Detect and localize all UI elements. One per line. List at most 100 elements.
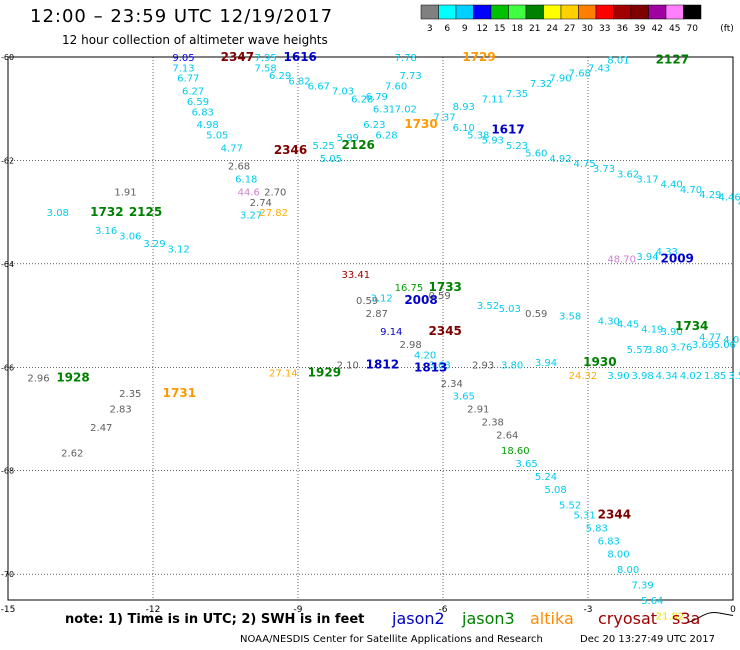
colorbar-tick: 27: [564, 24, 575, 34]
legend-jason2: jason2: [392, 609, 445, 628]
colorbar-tick: 39: [634, 24, 646, 34]
wave-height-label: 1.91: [114, 187, 136, 198]
wave-height-label: 2.38: [482, 418, 504, 429]
colorbar-tick: 36: [617, 24, 629, 34]
wave-height-label: 1.85: [704, 371, 726, 382]
wave-height-label: 6.28: [375, 131, 397, 142]
wave-height-label: 5.03: [499, 304, 521, 315]
wave-height-label: 5.31: [574, 511, 596, 522]
wave-height-label: 3.29: [143, 239, 165, 250]
wave-height-label: 8.93: [453, 102, 475, 113]
wave-height-label: 7.90: [549, 74, 571, 85]
wave-height-label: 9.14: [380, 327, 402, 338]
wave-height-label: 0.59: [356, 296, 378, 307]
pass-time-label: 1733: [429, 280, 462, 294]
wave-height-label: 3.08: [47, 208, 69, 219]
wave-height-label: 0.59: [429, 291, 451, 302]
pass-time-label: 1813: [414, 360, 447, 374]
colorbar-tick: 33: [599, 24, 610, 34]
wave-height-label: 7.43: [588, 63, 610, 74]
wave-height-label: 0.59: [525, 309, 547, 320]
wave-height-label: 24.32: [569, 371, 598, 382]
wave-height-label: 8.00: [617, 565, 639, 576]
map-frame: [7, 56, 734, 601]
wave-height-label: 6.31: [373, 105, 395, 116]
lat-label: -66: [1, 363, 14, 372]
wave-height-label: 3.62: [617, 169, 639, 180]
wave-height-label: 7.11: [482, 94, 504, 105]
wave-height-label: 3.52: [477, 301, 499, 312]
wave-height-label: 2.34: [441, 379, 463, 390]
wave-height-label: 5.25: [313, 141, 335, 152]
wave-height-label: 6.59: [187, 97, 209, 108]
wave-height-label: 7.78: [395, 53, 417, 64]
wave-height-label: 4.19: [641, 325, 663, 336]
wave-height-label: 3.5: [728, 371, 740, 382]
wave-height-label: 27.82: [259, 208, 288, 219]
wave-height-label: 27.14: [269, 368, 298, 379]
wave-height-label: 18.60: [501, 446, 530, 457]
colorbar-tick: 3: [427, 24, 433, 34]
legend-cryosat: cryosat: [598, 609, 658, 628]
wave-height-label: 5.23: [506, 141, 528, 152]
wave-height-label: 48.70: [607, 255, 636, 266]
wave-height-label: 3.65: [516, 459, 538, 470]
wave-height-label: 5.06: [714, 340, 736, 351]
legend-altika: altika: [530, 609, 574, 628]
colorbar-tick: 30: [582, 24, 594, 34]
wave-height-label: 4.20: [414, 350, 436, 361]
wave-height-label: 4.30: [598, 317, 620, 328]
wave-height-label: 6.83: [192, 107, 214, 118]
page-title: 12:00 – 23:59 UTC 12/19/2017: [30, 6, 334, 27]
lon-label: -15: [1, 605, 16, 615]
pass-time-label: 2347: [221, 50, 254, 64]
wave-height-label: 2.91: [467, 405, 489, 416]
pass-time-label: 1732: [90, 205, 123, 219]
lat-label: -62: [1, 156, 14, 165]
wave-height-label: 8.00: [607, 549, 629, 560]
colorbar-tick: 12: [477, 24, 488, 34]
wave-height-label: 5.83: [586, 524, 608, 535]
pass-time-label: 2008: [404, 293, 437, 307]
wave-height-label: 3.80: [501, 361, 523, 372]
issued-timestamp: Dec 20 13:27:49 UTC 2017: [580, 634, 715, 645]
colorbar-tick: 18: [512, 24, 524, 34]
wave-height-label: 3.06: [119, 231, 141, 242]
wave-height-label: 4.45: [617, 319, 639, 330]
wave-height-label: 5.64: [641, 596, 663, 607]
subtitle: 12 hour collection of altimeter wave hei…: [62, 33, 328, 47]
wave-height-label: 4.34: [656, 371, 678, 382]
wave-height-label: 2.70: [264, 187, 286, 198]
wave-height-label: 5.24: [535, 472, 557, 483]
coastline: [684, 612, 734, 624]
wave-height-label: 3.65: [453, 392, 475, 403]
wave-height-label: 2.96: [27, 374, 49, 385]
wave-height-label: 2.68: [228, 162, 250, 173]
wave-height-label: 7.68: [569, 69, 591, 80]
wave-height-label: 7.95: [255, 53, 277, 64]
wave-height-label: 44.6: [238, 187, 260, 198]
wave-height-label: 5.60: [525, 149, 547, 160]
wave-height-label: 2.83: [110, 405, 132, 416]
wave-height-label: 7.32: [530, 79, 552, 90]
lon-label: -9: [294, 605, 303, 615]
pass-time-label: 1929: [308, 365, 341, 379]
wave-height-label: 6.82: [288, 76, 310, 87]
wave-height-label: 5.05: [320, 154, 342, 165]
wave-height-label: 6.77: [177, 74, 199, 85]
wave-height-label: 7.39: [632, 580, 654, 591]
wave-height-label: 3.94: [535, 358, 557, 369]
pass-time-label: 1812: [366, 358, 399, 372]
wave-height-label: 5.38: [467, 131, 489, 142]
wave-height-label: 3.90: [661, 327, 683, 338]
wave-height-label: 4.63: [738, 198, 740, 209]
wave-height-label: 4.02: [723, 335, 740, 346]
wave-height-label: 3.27: [240, 211, 262, 222]
wave-height-label: 2.87: [366, 309, 388, 320]
pass-time-label: 2126: [342, 138, 375, 152]
wave-height-label: 7.35: [506, 89, 528, 100]
wave-height-label: 6.28: [351, 94, 373, 105]
wave-height-label: 4.75: [574, 159, 596, 170]
wave-height-label: 2.64: [496, 431, 518, 442]
lon-label: 0: [730, 605, 736, 615]
